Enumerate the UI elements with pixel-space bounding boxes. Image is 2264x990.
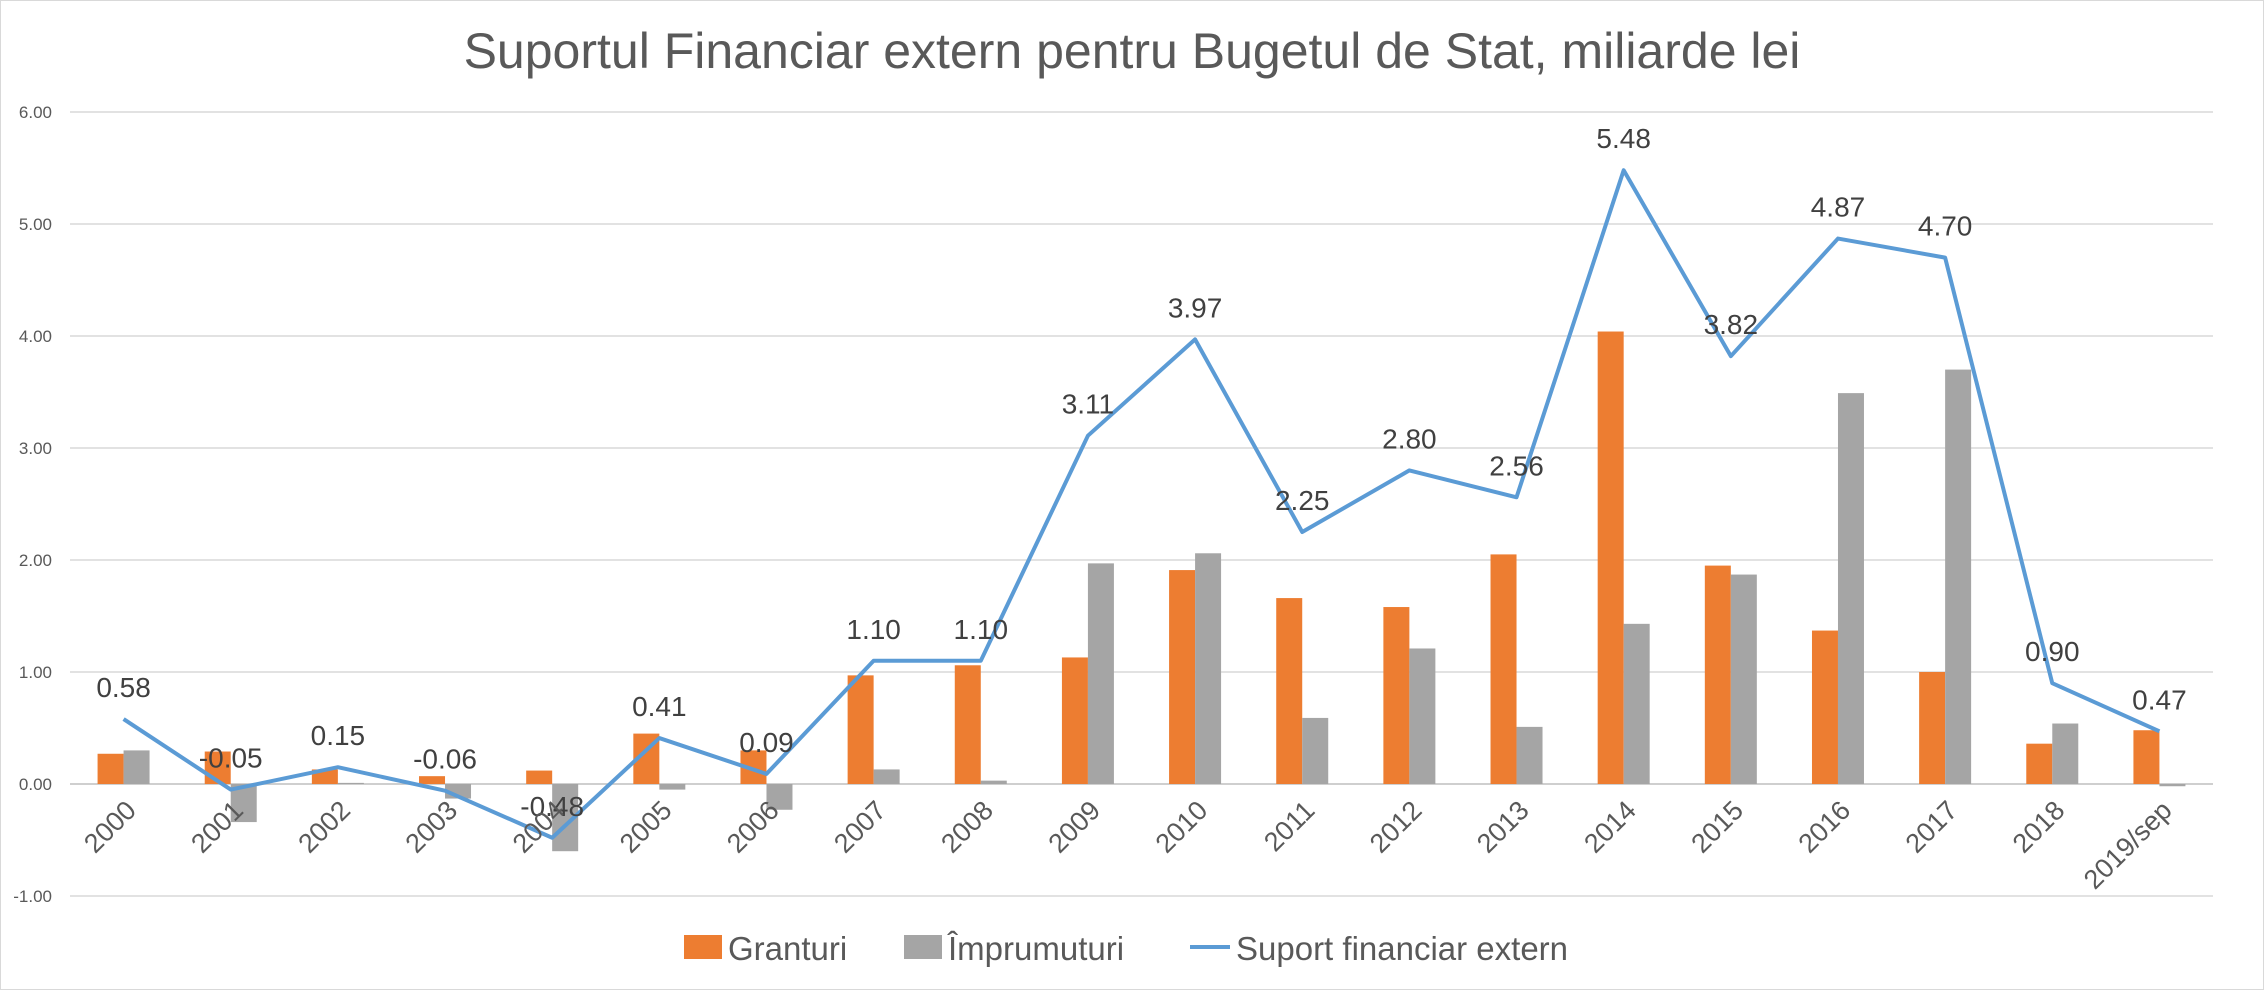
x-tick-label: 2012 — [1364, 795, 1428, 859]
bar-granturi — [1704, 565, 1731, 784]
bar-imprumuturi — [1837, 393, 1864, 784]
bar-granturi — [1061, 657, 1088, 784]
y-tick-label: 0.00 — [19, 775, 52, 794]
legend: Granturi Împrumuturi Suport financiar ex… — [684, 930, 1568, 967]
data-label: 4.87 — [1811, 192, 1866, 223]
legend-swatch-granturi — [684, 935, 722, 959]
data-label: 0.15 — [311, 720, 366, 751]
x-tick-label: 2011 — [1258, 795, 1320, 857]
data-label: -0.05 — [199, 743, 263, 774]
x-tick-label: 2014 — [1578, 795, 1642, 859]
x-tick-label: 2003 — [400, 795, 464, 859]
x-tick-label: 2007 — [828, 795, 892, 859]
bar-imprumuturi — [659, 784, 686, 790]
y-tick-label: 5.00 — [19, 215, 52, 234]
y-tick-label: 3.00 — [19, 439, 52, 458]
bar-granturi — [2026, 743, 2053, 784]
y-tick-label: -1.00 — [13, 887, 52, 906]
bar-imprumuturi — [337, 782, 364, 784]
data-label: 2.56 — [1489, 450, 1544, 481]
x-tick-label: 2005 — [614, 795, 678, 859]
bar-imprumuturi — [123, 750, 150, 784]
data-label: -0.48 — [520, 791, 584, 822]
bar-granturi — [1597, 331, 1624, 784]
bars — [97, 331, 2186, 852]
y-tick-label: 4.00 — [19, 327, 52, 346]
bar-imprumuturi — [1945, 369, 1972, 784]
x-tick-label: 2000 — [78, 795, 142, 859]
y-axis-ticks: -1.00 0.00 1.00 2.00 3.00 4.00 5.00 6.00 — [13, 103, 52, 906]
data-label: 2.80 — [1382, 423, 1437, 454]
bar-imprumuturi — [1516, 726, 1543, 784]
bar-granturi — [1919, 672, 1946, 784]
data-label: 2.25 — [1275, 485, 1330, 516]
data-labels: 0.58 -0.05 0.15 -0.06 -0.48 0.41 0.09 1.10 1.10 3… — [96, 123, 2186, 822]
data-label: 0.90 — [2025, 636, 2080, 667]
data-label: 5.48 — [1596, 123, 1651, 154]
x-tick-label: 2013 — [1471, 795, 1535, 859]
bar-imprumuturi — [980, 780, 1007, 784]
x-tick-label: 2019/sep — [2078, 795, 2178, 895]
legend-label-granturi: Granturi — [728, 930, 847, 967]
bar-granturi — [419, 776, 446, 784]
data-label: 4.70 — [1918, 211, 1973, 242]
line-suport-financiar-extern — [122, 168, 2161, 840]
data-label: 3.97 — [1168, 292, 1223, 323]
data-label: 0.58 — [96, 672, 151, 703]
legend-label-suport: Suport financiar extern — [1236, 930, 1568, 967]
legend-swatch-imprumuturi — [904, 935, 942, 959]
x-axis-ticks: 2000 2001 2002 2003 2004 2005 2006 2007 2008 2009… — [78, 795, 2178, 895]
data-label: 3.82 — [1704, 309, 1759, 340]
bar-granturi — [954, 665, 981, 784]
bar-imprumuturi — [1302, 717, 1329, 784]
data-label: 1.10 — [954, 614, 1009, 645]
data-label: 0.09 — [739, 727, 794, 758]
data-label: 0.47 — [2132, 684, 2187, 715]
bar-imprumuturi — [766, 784, 793, 810]
bar-granturi — [1811, 630, 1838, 784]
bar-imprumuturi — [1409, 648, 1436, 784]
bar-imprumuturi — [1087, 563, 1114, 784]
bar-granturi — [847, 675, 874, 784]
bar-granturi — [1169, 570, 1196, 784]
chart-title: Suportul Financiar extern pentru Bugetul… — [464, 23, 1801, 79]
bar-granturi — [1276, 598, 1303, 784]
bar-granturi — [2133, 730, 2160, 784]
x-tick-label: 2002 — [292, 795, 356, 859]
bar-granturi — [1490, 554, 1517, 784]
bar-granturi — [1383, 607, 1410, 784]
bar-imprumuturi — [873, 769, 900, 784]
bar-granturi — [526, 770, 553, 784]
y-tick-label: 2.00 — [19, 551, 52, 570]
bar-imprumuturi — [1623, 623, 1650, 784]
data-label: 1.10 — [846, 614, 901, 645]
line-series — [122, 168, 2161, 840]
data-label: -0.06 — [413, 744, 477, 775]
x-tick-label: 2008 — [935, 795, 999, 859]
x-tick-label: 2016 — [1793, 795, 1857, 859]
data-label: 0.41 — [632, 691, 687, 722]
bar-imprumuturi — [1195, 553, 1222, 784]
x-tick-label: 2018 — [2007, 795, 2071, 859]
y-tick-label: 6.00 — [19, 103, 52, 122]
bar-granturi — [204, 751, 231, 784]
y-tick-label: 1.00 — [19, 663, 52, 682]
x-tick-label: 2015 — [1685, 795, 1749, 859]
x-tick-label: 2010 — [1150, 795, 1214, 859]
legend-label-imprumuturi: Împrumuturi — [947, 930, 1124, 967]
data-label: 3.11 — [1062, 389, 1114, 420]
x-tick-label: 2017 — [1900, 795, 1964, 859]
bar-imprumuturi — [2159, 784, 2186, 787]
bar-granturi — [97, 753, 124, 784]
bar-imprumuturi — [1730, 574, 1757, 784]
x-tick-label: 2009 — [1042, 795, 1106, 859]
bar-imprumuturi — [2052, 723, 2079, 784]
